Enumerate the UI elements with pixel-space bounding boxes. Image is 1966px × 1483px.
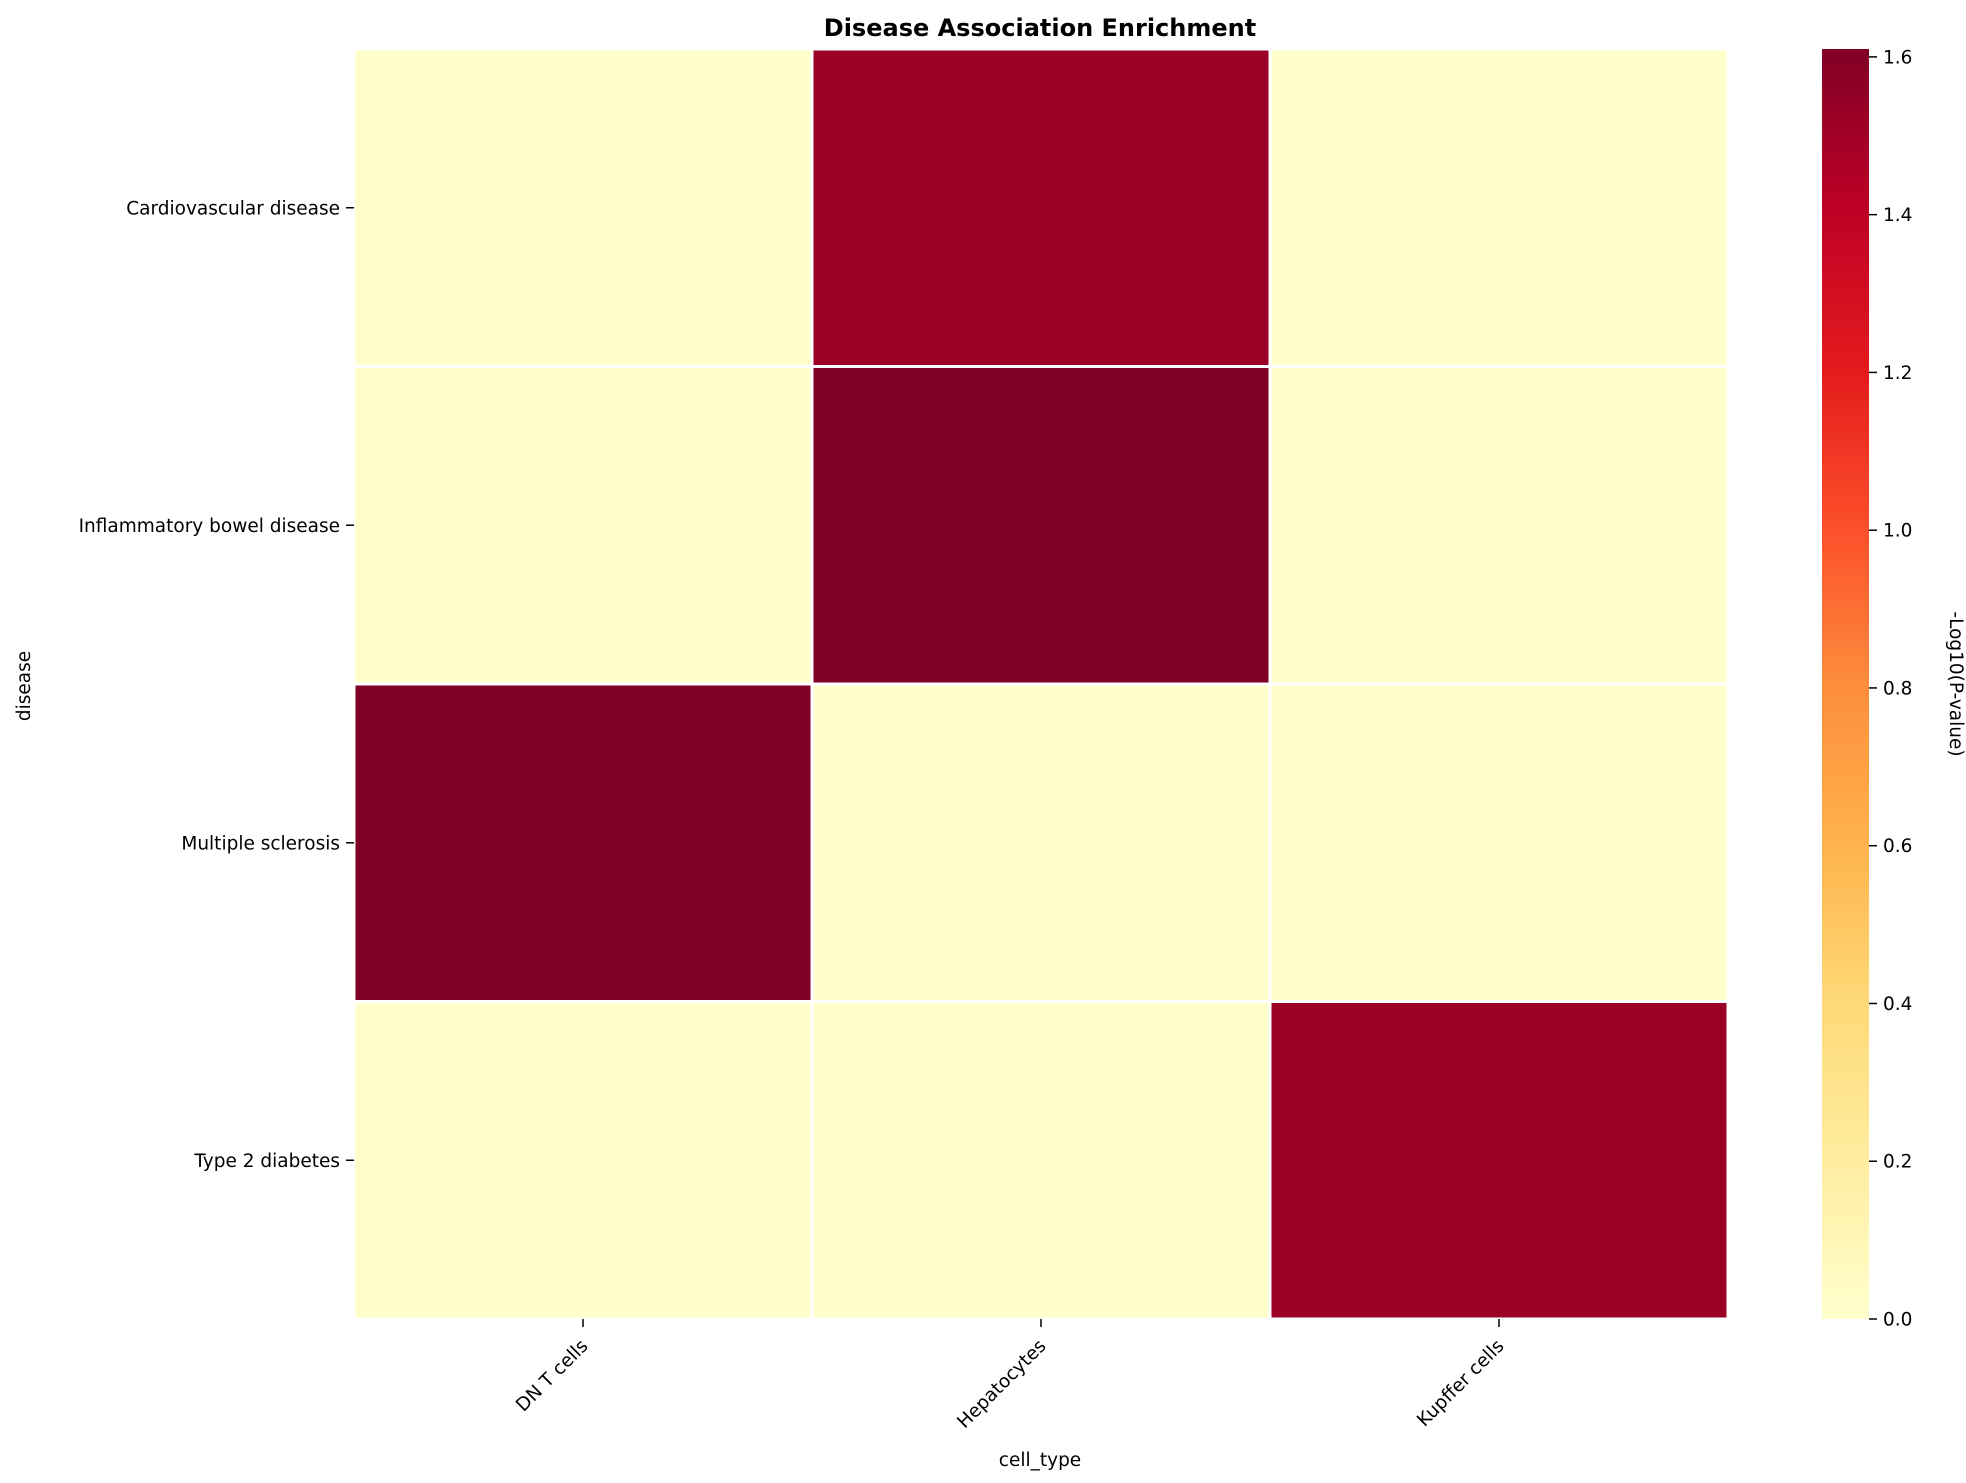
heatmap-cell xyxy=(810,682,1272,1003)
x-tick-label: Hepatocytes xyxy=(953,1336,1050,1433)
colorbar-label: -Log10(P-value) xyxy=(1945,611,1966,756)
y-axis-label: disease xyxy=(14,651,35,721)
heatmap-cell xyxy=(810,47,1272,368)
colorbar-tick-label: 1.6 xyxy=(1883,47,1912,68)
colorbar-tick-label: 1.4 xyxy=(1883,205,1912,226)
x-tick-label: DN T cells xyxy=(512,1336,592,1416)
heatmap-cell xyxy=(352,47,814,368)
chart-title: Disease Association Enrichment xyxy=(824,14,1256,42)
heatmap-cell xyxy=(810,1000,1272,1321)
heatmap-cell xyxy=(1268,47,1730,368)
colorbar-ticks: 0.0 0.2 0.4 0.6 0.8 1.0 1.2 1.4 1.6 xyxy=(1869,47,1912,1331)
x-axis-label: cell_type xyxy=(999,1450,1081,1471)
colorbar-tick-label: 0.0 xyxy=(1883,1310,1912,1331)
y-tick-label: Inflammatory bowel disease xyxy=(79,516,340,537)
colorbar-tick-label: 0.8 xyxy=(1883,678,1912,699)
colorbar-tick-label: 0.4 xyxy=(1883,994,1912,1015)
colorbar-tick-label: 0.2 xyxy=(1883,1152,1912,1173)
x-axis-ticks: DN T cells Hepatocytes Kupffer cells xyxy=(512,1319,1509,1433)
y-tick-label: Type 2 diabetes xyxy=(193,1151,340,1172)
heatmap-cells xyxy=(352,47,1730,1321)
colorbar: 0.0 0.2 0.4 0.6 0.8 1.0 1.2 1.4 1.6 -Log10(P-val… xyxy=(1822,47,1966,1331)
colorbar-tick-label: 1.2 xyxy=(1883,363,1912,384)
x-tick-label: Kupffer cells xyxy=(1413,1336,1508,1431)
heatmap-cell xyxy=(1268,365,1730,686)
heatmap-cell xyxy=(1268,1000,1730,1321)
heatmap-cell xyxy=(352,365,814,686)
colorbar-tick-label: 1.0 xyxy=(1883,521,1912,542)
colorbar-tick-label: 0.6 xyxy=(1883,836,1912,857)
colorbar-gradient xyxy=(1822,49,1869,1319)
y-tick-label: Cardiovascular disease xyxy=(126,198,340,219)
y-axis-ticks: Cardiovascular disease Inflammatory bowel… xyxy=(79,198,354,1172)
heatmap-cell xyxy=(352,1000,814,1321)
heatmap-cell xyxy=(1268,682,1730,1003)
y-tick-label: Multiple sclerosis xyxy=(181,833,340,854)
heatmap-cell xyxy=(810,365,1272,686)
heatmap-cell xyxy=(352,682,814,1003)
